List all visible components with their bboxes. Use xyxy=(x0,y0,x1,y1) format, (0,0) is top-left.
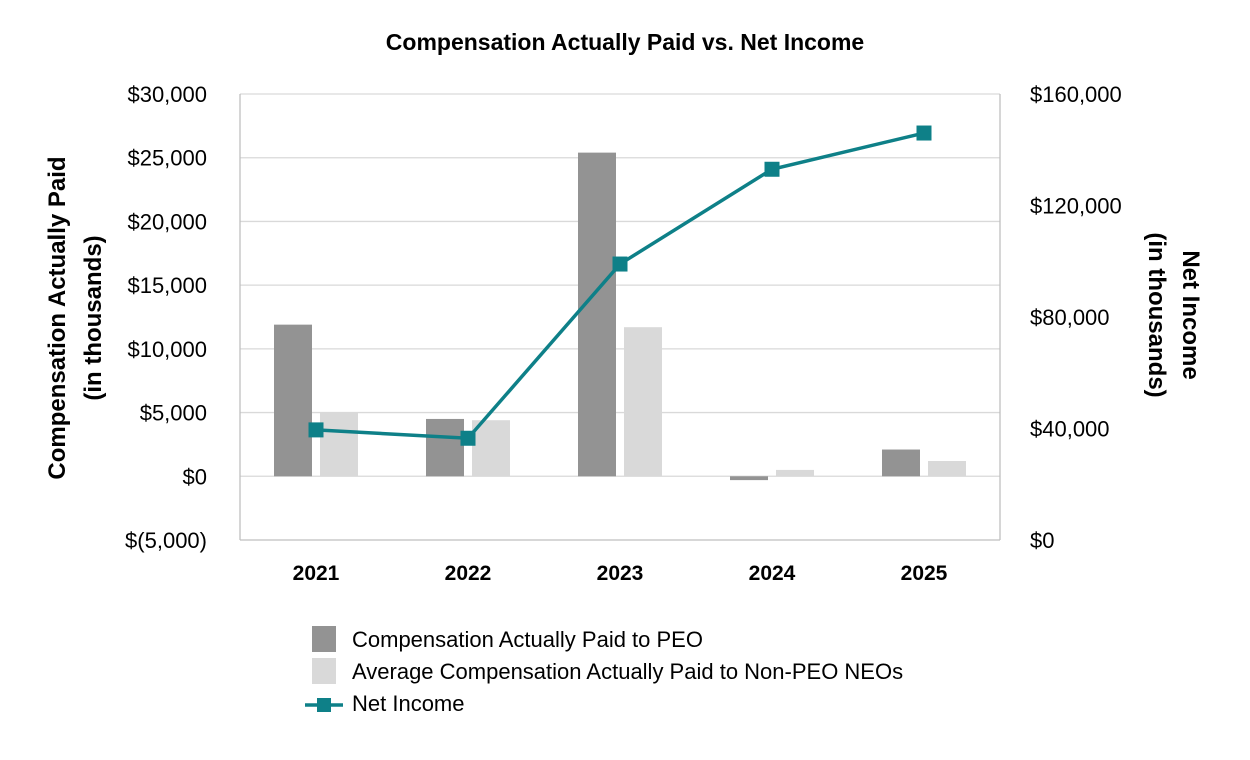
left-tick-label: $30,000 xyxy=(127,82,207,107)
bar-peo-2023 xyxy=(578,152,616,477)
net-income-marker-2021 xyxy=(308,422,324,438)
right-axis-title-line2: (in thousands) xyxy=(1143,232,1170,397)
left-tick-label: $20,000 xyxy=(127,209,207,234)
legend-marker-net-income xyxy=(317,698,331,712)
bar-neo-2022 xyxy=(472,420,510,477)
legend-swatch-neo xyxy=(312,658,336,684)
legend-swatch-peo xyxy=(312,626,336,652)
gridlines xyxy=(240,93,1000,477)
bar-peo-2021 xyxy=(274,324,312,477)
bar-peo-2025 xyxy=(882,449,920,477)
right-tick-label: $120,000 xyxy=(1030,194,1122,219)
category-labels: 2021 2022 2023 2024 2025 xyxy=(293,562,948,585)
bar-peo-2022 xyxy=(426,418,464,477)
legend: Compensation Actually Paid to PEO Averag… xyxy=(305,626,903,716)
left-tick-label: $(5,000) xyxy=(125,528,207,553)
bar-neo-2025 xyxy=(928,460,966,477)
category-label: 2025 xyxy=(901,562,948,585)
net-income-marker-2024 xyxy=(764,161,780,177)
left-axis-ticks: $30,000 $25,000 $20,000 $15,000 $10,000 $5,00… xyxy=(125,82,207,553)
bar-neo-2023 xyxy=(624,327,662,477)
legend-label-neo: Average Compensation Actually Paid to No… xyxy=(352,659,903,684)
right-axis-title-line1: Net Income xyxy=(1177,250,1204,379)
left-tick-label: $5,000 xyxy=(140,401,207,426)
chart-title: Compensation Actually Paid vs. Net Incom… xyxy=(386,29,864,55)
left-tick-label: $0 xyxy=(183,464,207,489)
right-tick-label: $0 xyxy=(1030,528,1054,553)
net-income-marker-2025 xyxy=(916,125,932,141)
bar-neo-2021 xyxy=(320,412,358,477)
category-label: 2021 xyxy=(293,562,340,585)
left-axis-title-line2: (in thousands) xyxy=(80,235,107,400)
right-tick-label: $40,000 xyxy=(1030,417,1110,442)
bar-peo-2024 xyxy=(730,476,768,481)
legend-label-net-income: Net Income xyxy=(352,691,465,716)
right-tick-label: $80,000 xyxy=(1030,305,1110,330)
legend-label-peo: Compensation Actually Paid to PEO xyxy=(352,627,703,652)
right-tick-label: $160,000 xyxy=(1030,82,1122,107)
net-income-marker-2022 xyxy=(460,430,476,446)
net-income-marker-2023 xyxy=(612,256,628,272)
left-tick-label: $10,000 xyxy=(127,337,207,362)
left-axis-title-line1: Compensation Actually Paid xyxy=(44,156,71,479)
bar-neo-2024 xyxy=(776,469,814,477)
net-income-line xyxy=(308,125,932,446)
bars xyxy=(274,152,966,481)
left-tick-label: $15,000 xyxy=(127,273,207,298)
category-label: 2022 xyxy=(445,562,492,585)
category-label: 2023 xyxy=(597,562,644,585)
right-axis-ticks: $160,000 $120,000 $80,000 $40,000 $0 xyxy=(1030,82,1122,553)
category-label: 2024 xyxy=(749,562,796,585)
left-tick-label: $25,000 xyxy=(127,146,207,171)
plot-border xyxy=(239,94,1001,541)
